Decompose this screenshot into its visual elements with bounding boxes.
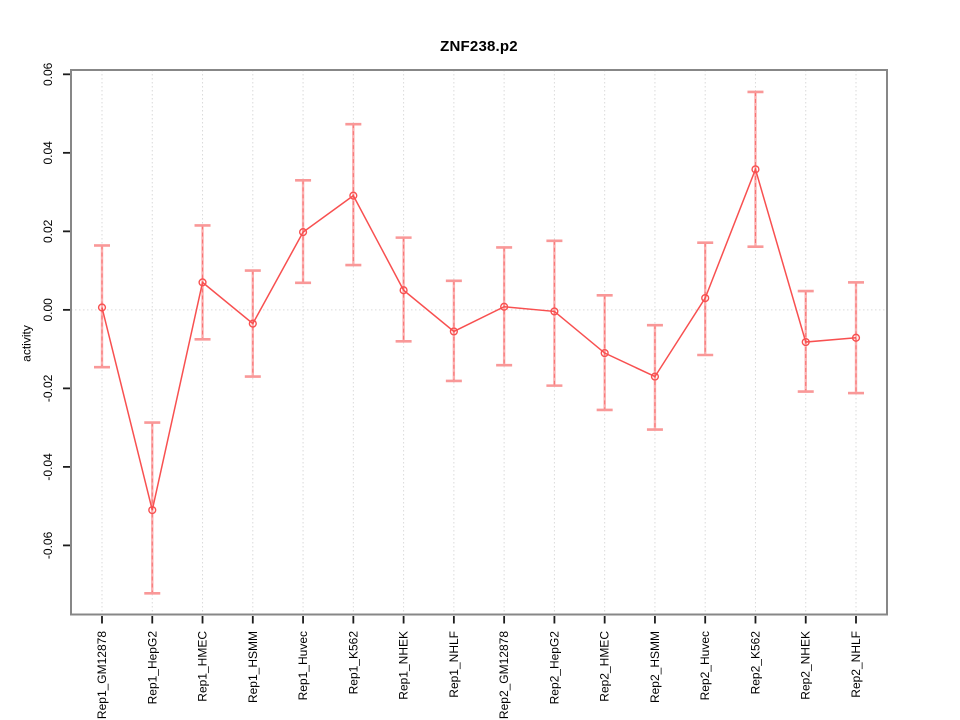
series-line (101, 166, 857, 511)
data-point-marker (298, 228, 308, 237)
data-point-marker (701, 293, 710, 303)
x-category-label: Rep1_HSMM (246, 631, 260, 703)
x-category-label: Rep1_HMEC (196, 631, 210, 702)
y-tick-label: -0.04 (41, 453, 55, 481)
x-category-label: Rep2_HepG2 (547, 631, 561, 705)
series-markers (97, 165, 861, 515)
x-category-label: Rep2_GM12878 (497, 631, 511, 719)
x-category-label: Rep2_HSMM (648, 631, 662, 703)
data-point-marker (349, 191, 358, 200)
y-tick-label: 0.04 (41, 141, 55, 165)
y-tick-label: 0.02 (41, 219, 55, 243)
x-category-label: Rep1_HepG2 (145, 631, 159, 705)
data-point-marker (650, 372, 660, 381)
y-axis: 0.06 0.04 0.02 0.00 -0.02 -0.04 -0.06 (41, 62, 70, 559)
data-point-marker (198, 278, 207, 287)
data-point-marker (851, 333, 861, 342)
y-tick-label: -0.02 (41, 374, 55, 402)
x-category-label: Rep1_K562 (346, 631, 360, 695)
grid-lines (71, 70, 887, 615)
x-category-label: Rep2_K562 (748, 631, 762, 695)
y-tick-label: 0.00 (41, 298, 55, 322)
data-point-marker (97, 303, 107, 312)
x-category-label: Rep2_NHLF (849, 631, 863, 698)
data-point-marker (148, 505, 157, 515)
x-category-label: Rep1_NHEK (397, 631, 411, 700)
data-point-marker (449, 327, 458, 336)
x-axis: Rep1_GM12878 Rep1_HepG2 Rep1_HMEC Rep1_HSMM… (95, 616, 863, 719)
x-category-label: Rep2_Huvec (698, 631, 712, 700)
x-category-label: Rep2_NHEK (799, 631, 813, 700)
x-category-label: Rep1_NHLF (447, 631, 461, 698)
x-category-label: Rep2_HMEC (598, 631, 612, 702)
plot-border (70, 69, 888, 616)
data-point-marker (751, 165, 760, 174)
chart-title: ZNF238.p2 (440, 38, 518, 55)
series-polyline (101, 166, 857, 511)
data-point-marker (801, 337, 810, 347)
data-point-marker (600, 348, 609, 358)
y-tick-label: -0.06 (41, 531, 55, 559)
error-bars (94, 90, 864, 595)
plot-frame (70, 69, 888, 616)
data-point-marker (550, 307, 559, 316)
data-point-marker (399, 286, 408, 295)
x-category-label: Rep1_Huvec (296, 631, 310, 700)
x-category-label: Rep1_GM12878 (95, 631, 109, 719)
data-point-marker (248, 319, 257, 328)
y-tick-label: 0.06 (41, 62, 55, 86)
data-point-marker (500, 302, 509, 311)
